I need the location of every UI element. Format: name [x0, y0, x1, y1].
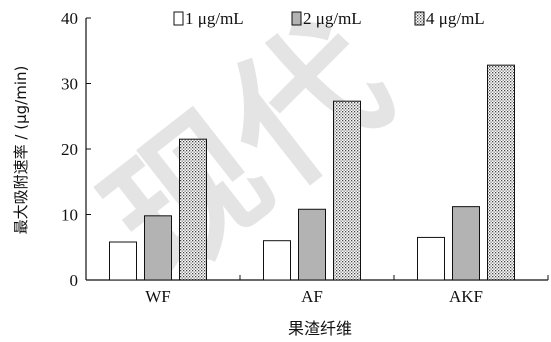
bar-af-series-2 — [298, 208, 326, 281]
bar-wf-series-1 — [109, 241, 137, 281]
legend-swatch-2 — [291, 11, 302, 26]
x-tick-label: AF — [301, 287, 323, 306]
y-axis-title: 最大吸附速率 / (μg/min) — [12, 66, 30, 235]
bar-wf-series-3 — [179, 138, 207, 281]
y-tick-label: 30 — [61, 75, 78, 94]
legend-label-2: 2 μg/mL — [303, 9, 362, 28]
legend-label-1: 1 μg/mL — [185, 9, 244, 28]
legend-label-3: 4 μg/mL — [426, 9, 485, 28]
x-tick-label: AKF — [449, 287, 483, 306]
bar-af-series-3 — [333, 100, 361, 281]
bar-akf-series-3 — [487, 64, 515, 281]
bar-wf-series-2 — [144, 215, 172, 281]
legend-swatch-1 — [173, 11, 184, 26]
chart-legend: 1 μg/mL 2 μg/mL 4 μg/mL — [173, 9, 485, 28]
y-tick-label: 20 — [61, 140, 78, 159]
legend-swatch-3 — [414, 11, 425, 26]
y-tick-label: 40 — [61, 9, 78, 28]
y-tick-label: 10 — [61, 206, 78, 225]
bar-akf-series-2 — [452, 206, 480, 281]
bar-af-series-1 — [263, 240, 291, 281]
x-axis-title: 果渣纤维 — [288, 319, 352, 338]
x-tick-label: WF — [145, 287, 171, 306]
chart-bars — [109, 64, 515, 281]
bar-akf-series-1 — [417, 236, 445, 281]
y-tick-label: 0 — [70, 271, 79, 290]
